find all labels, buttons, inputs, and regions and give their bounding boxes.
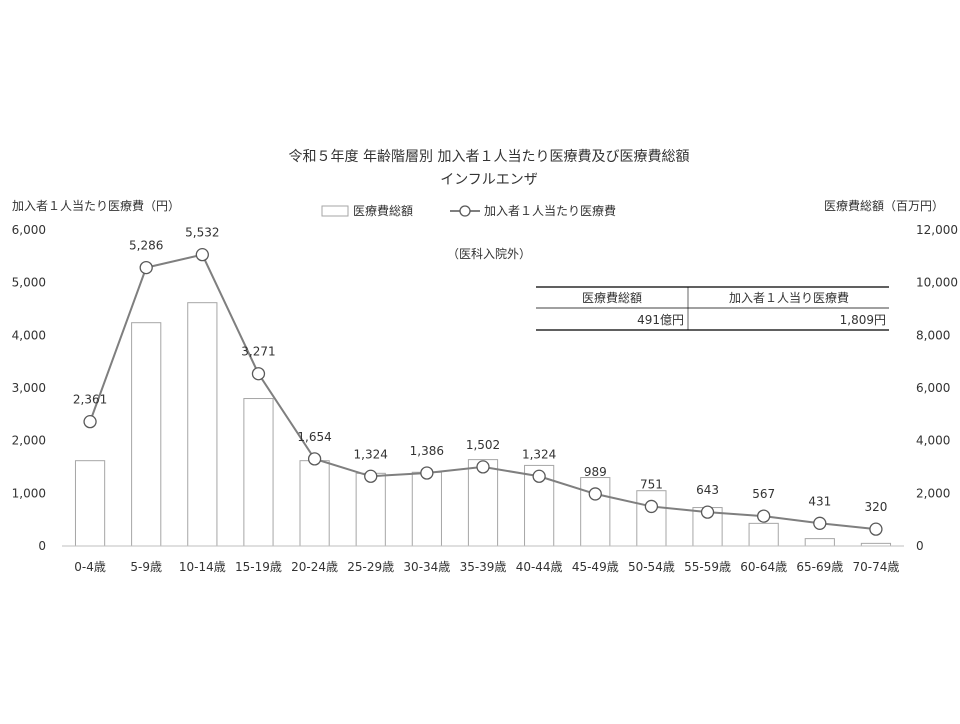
data-label-10: 751 xyxy=(640,477,663,491)
summary-table: 医療費総額 加入者１人当り医療費 491億円 1,809円 xyxy=(536,286,889,331)
line-series: 2,361 5,286 5,532 3,271 1,654 1,324 1,386 1,502… xyxy=(73,226,887,536)
legend-bar-label: 医療費総額 xyxy=(353,203,413,218)
line-point-8 xyxy=(532,469,546,483)
chart-subtitle: インフルエンザ xyxy=(440,172,538,188)
x-tick-10: 50-54歳 xyxy=(628,560,675,574)
line-point-11 xyxy=(700,505,715,519)
legend: 医療費総額 加入者１人当たり医療費 xyxy=(321,203,616,218)
data-label-1: 5,286 xyxy=(129,239,163,253)
bar-6 xyxy=(411,471,442,547)
x-tick-14: 70-74歳 xyxy=(852,560,899,574)
bar-10 xyxy=(636,490,667,547)
data-label-5: 1,324 xyxy=(354,447,388,461)
data-label-11: 643 xyxy=(696,483,719,497)
x-tick-3: 15-19歳 xyxy=(235,560,282,574)
y-left-axis-title: 加入者１人当たり医療費（円） xyxy=(12,198,180,213)
x-tick-1: 5-9歳 xyxy=(130,560,162,574)
bar-4 xyxy=(299,460,330,547)
data-label-12: 567 xyxy=(752,487,775,501)
line-point-2 xyxy=(195,247,209,262)
data-label-14: 320 xyxy=(864,500,887,514)
data-label-2: 5,532 xyxy=(185,226,219,240)
data-label-9: 989 xyxy=(584,465,607,479)
data-label-3: 3,271 xyxy=(241,345,275,359)
line-point-0 xyxy=(83,415,97,429)
x-tick-13: 65-69歳 xyxy=(796,560,843,574)
x-tick-0: 0-4歳 xyxy=(74,560,106,574)
x-tick-8: 40-44歳 xyxy=(516,560,563,574)
y-right-tick-5: 10,000 xyxy=(916,276,958,290)
y-right-ticks: 0 2,000 4,000 6,000 8,000 10,000 12,000 xyxy=(916,223,958,553)
line-point-14 xyxy=(869,522,883,536)
y-right-tick-3: 6,000 xyxy=(916,381,950,395)
legend-bar-swatch xyxy=(321,205,349,217)
bar-0 xyxy=(74,460,106,547)
y-left-tick-6: 6,000 xyxy=(12,223,46,237)
table-header-per-capita: 加入者１人当り医療費 xyxy=(729,290,849,305)
line-point-4 xyxy=(307,452,322,466)
x-tick-2: 10-14歳 xyxy=(179,560,226,574)
bar-3 xyxy=(243,398,274,547)
data-label-8: 1,324 xyxy=(522,447,556,461)
line-point-5 xyxy=(364,469,378,483)
line-point-7 xyxy=(476,460,490,474)
y-right-tick-0: 0 xyxy=(916,539,924,553)
line-point-13 xyxy=(813,516,827,530)
bar-12 xyxy=(748,522,779,547)
x-tick-labels: 0-4歳 5-9歳 10-14歳 15-19歳 20-24歳 25-29歳 30-34歳 35… xyxy=(74,560,899,574)
table-value-total: 491億円 xyxy=(637,313,684,327)
legend-line-label: 加入者１人当たり医療費 xyxy=(484,203,616,218)
line-point-3 xyxy=(251,367,266,381)
bar-series xyxy=(74,302,892,547)
y-right-tick-2: 4,000 xyxy=(916,434,950,448)
line-point-1 xyxy=(139,260,153,275)
y-right-tick-1: 2,000 xyxy=(916,486,950,500)
x-tick-4: 20-24歳 xyxy=(291,560,338,574)
bar-13 xyxy=(804,538,835,547)
data-label-0: 2,361 xyxy=(73,393,107,407)
y-right-tick-6: 12,000 xyxy=(916,223,958,237)
x-tick-7: 35-39歳 xyxy=(460,560,507,574)
y-left-tick-0: 0 xyxy=(38,539,46,553)
x-tick-6: 30-34歳 xyxy=(403,560,450,574)
y-left-tick-5: 5,000 xyxy=(12,276,46,290)
legend-line-marker xyxy=(459,205,471,217)
bar-1 xyxy=(131,322,162,547)
line-point-6 xyxy=(420,466,434,480)
table-header-total: 医療費総額 xyxy=(582,290,642,305)
data-label-6: 1,386 xyxy=(410,444,444,458)
data-label-4: 1,654 xyxy=(297,430,331,444)
y-left-ticks: 0 1,000 2,000 3,000 4,000 5,000 6,000 xyxy=(12,223,46,553)
line-point-12 xyxy=(757,509,771,523)
x-tick-11: 55-59歳 xyxy=(684,560,731,574)
line-point-9 xyxy=(588,487,602,501)
table-value-per-capita: 1,809円 xyxy=(840,313,886,327)
x-tick-9: 45-49歳 xyxy=(572,560,619,574)
y-left-tick-1: 1,000 xyxy=(12,486,46,500)
chart-title: 令和５年度 年齢階層別 加入者１人当たり医療費及び医療費総額 xyxy=(289,148,690,165)
data-label-13: 431 xyxy=(808,494,831,508)
y-right-tick-4: 8,000 xyxy=(916,328,950,342)
y-left-tick-3: 3,000 xyxy=(12,381,46,395)
line-point-10 xyxy=(644,499,659,514)
x-tick-5: 25-29歳 xyxy=(347,560,394,574)
chart-note: （医科入院外） xyxy=(447,247,531,261)
y-right-axis-title: 医療費総額（百万円） xyxy=(824,198,944,213)
bar-2 xyxy=(187,302,218,547)
y-left-tick-2: 2,000 xyxy=(12,434,46,448)
bar-5 xyxy=(355,472,386,547)
data-label-7: 1,502 xyxy=(466,438,500,452)
y-left-tick-4: 4,000 xyxy=(12,328,46,342)
x-tick-12: 60-64歳 xyxy=(740,560,787,574)
